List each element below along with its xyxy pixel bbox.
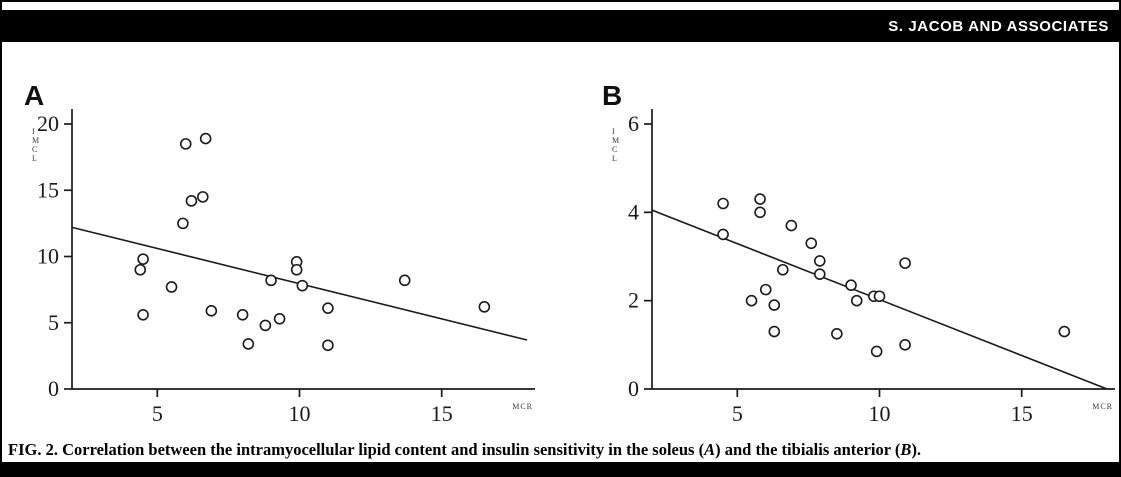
panel-b-label: B — [602, 80, 623, 111]
svg-text:10: 10 — [37, 244, 59, 269]
figure-caption: FIG. 2. Correlation between the intramyo… — [8, 440, 921, 460]
svg-text:10: 10 — [869, 401, 891, 426]
running-title: S. JACOB AND ASSOCIATES — [888, 17, 1109, 35]
journal-header-bar: S. JACOB AND ASSOCIATES — [2, 10, 1119, 42]
svg-text:4: 4 — [628, 199, 639, 224]
svg-text:5: 5 — [152, 401, 163, 426]
svg-text:5: 5 — [732, 401, 743, 426]
svg-text:MCR: MCR — [1092, 402, 1113, 411]
svg-text:2: 2 — [628, 288, 639, 313]
scatter-plot-tibialis-anterior: 5 10 15 0 2 4 6 I M C L MCR — [612, 109, 1115, 426]
caption-mid: ) and the tibialis anterior ( — [715, 440, 901, 459]
caption-panel-b-ref: B — [900, 440, 912, 459]
svg-text:15: 15 — [431, 401, 453, 426]
svg-text:MCR: MCR — [512, 402, 533, 411]
caption-panel-a-ref: A — [704, 440, 716, 459]
bottom-rule-bar — [2, 462, 1119, 475]
svg-text:0: 0 — [48, 376, 59, 401]
svg-text:15: 15 — [37, 177, 59, 202]
caption-prefix: FIG. 2. Correlation between the intramyo… — [8, 440, 705, 459]
svg-text:5: 5 — [48, 310, 59, 335]
scatter-plot-soleus: 5 10 15 0 5 10 15 20I M C L MCR — [32, 109, 535, 426]
svg-text:15: 15 — [1011, 401, 1033, 426]
caption-suffix: ). — [911, 440, 922, 459]
svg-text:6: 6 — [628, 111, 639, 136]
svg-text:10: 10 — [289, 401, 311, 426]
panel-a-label: A — [24, 80, 45, 111]
svg-text:0: 0 — [628, 376, 639, 401]
svg-text:20: 20 — [37, 111, 59, 136]
